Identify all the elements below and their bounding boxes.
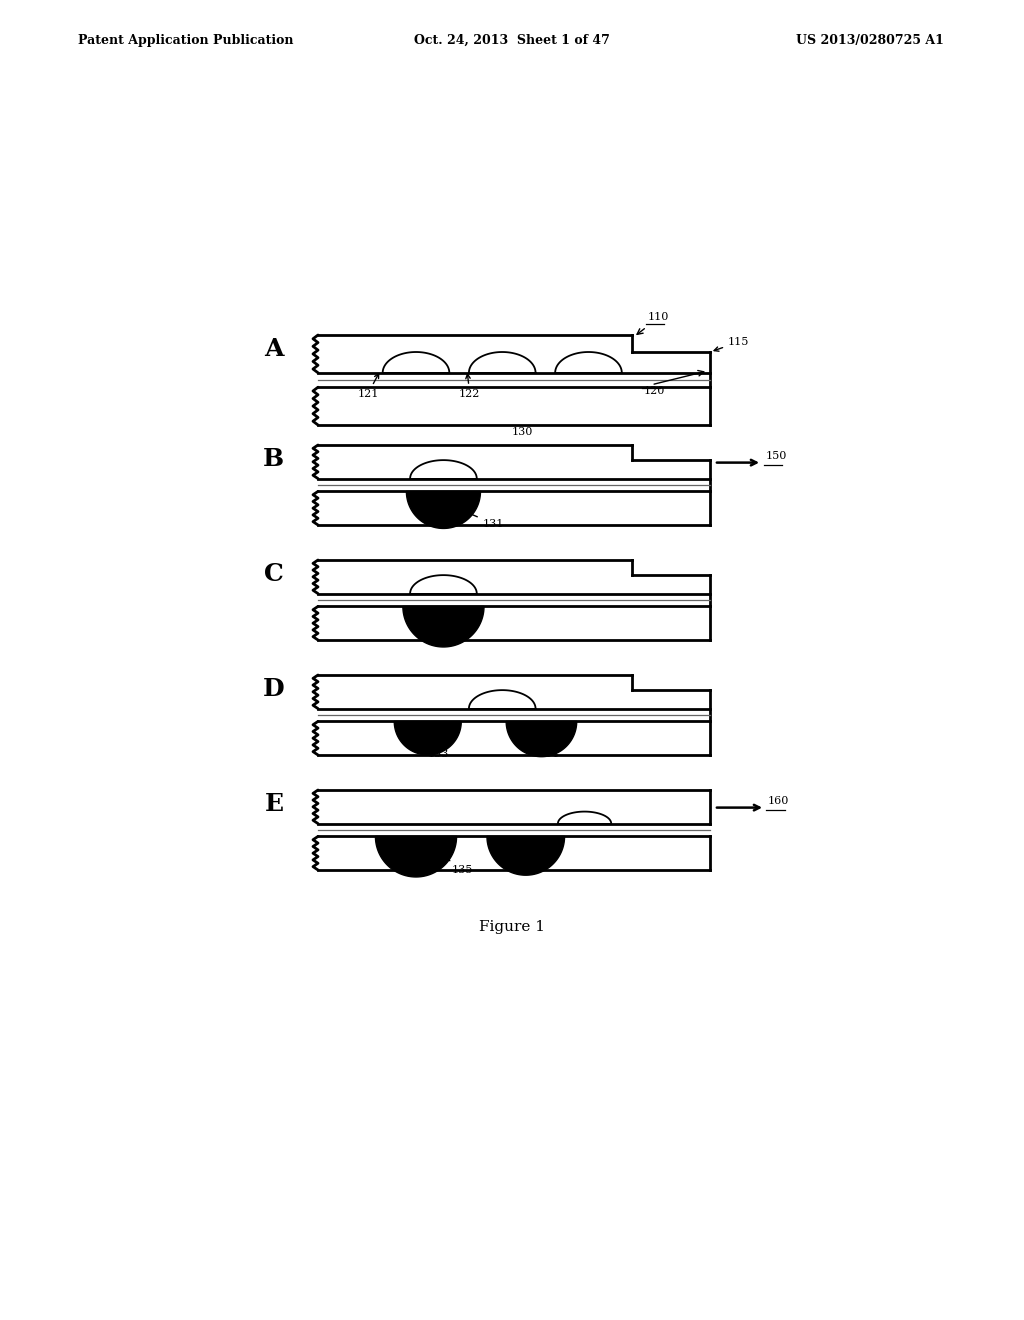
Text: 121: 121 bbox=[357, 374, 379, 399]
Text: Patent Application Publication: Patent Application Publication bbox=[78, 34, 294, 48]
Polygon shape bbox=[506, 722, 577, 756]
Text: A: A bbox=[264, 337, 284, 360]
Text: E: E bbox=[265, 792, 284, 816]
Text: Figure 1: Figure 1 bbox=[479, 920, 545, 935]
Text: 110: 110 bbox=[647, 312, 669, 322]
Polygon shape bbox=[487, 837, 564, 875]
Polygon shape bbox=[376, 837, 457, 876]
Polygon shape bbox=[394, 722, 461, 755]
Text: 115: 115 bbox=[714, 337, 750, 351]
Polygon shape bbox=[402, 606, 484, 647]
Text: 135: 135 bbox=[427, 843, 473, 875]
Text: 160: 160 bbox=[768, 796, 790, 805]
Text: 120: 120 bbox=[643, 385, 665, 396]
Text: US 2013/0280725 A1: US 2013/0280725 A1 bbox=[796, 34, 944, 48]
Text: 130: 130 bbox=[511, 426, 532, 437]
Text: 150: 150 bbox=[766, 450, 787, 461]
Text: C: C bbox=[264, 562, 284, 586]
Text: 131: 131 bbox=[463, 511, 504, 528]
Text: 122: 122 bbox=[459, 374, 480, 399]
Polygon shape bbox=[407, 491, 480, 528]
Text: B: B bbox=[263, 447, 284, 471]
Text: D: D bbox=[262, 677, 284, 701]
Text: 133: 133 bbox=[415, 729, 450, 759]
Text: 134: 134 bbox=[532, 729, 559, 759]
Text: Oct. 24, 2013  Sheet 1 of 47: Oct. 24, 2013 Sheet 1 of 47 bbox=[414, 34, 610, 48]
